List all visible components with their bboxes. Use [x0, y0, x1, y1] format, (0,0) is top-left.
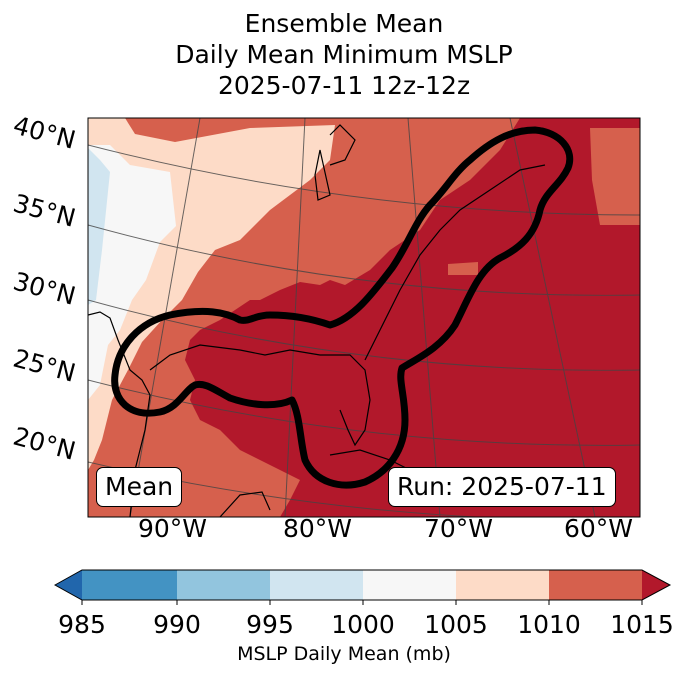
colorbar-tick-1005: 1005 — [424, 610, 488, 639]
colorbar-extend-high — [642, 570, 670, 600]
colorbar — [53, 569, 672, 605]
region-1010-1015-east — [590, 128, 640, 225]
chart-title: Ensemble Mean Daily Mean Minimum MSLP 20… — [0, 8, 688, 101]
colorbar-985-990 — [82, 570, 177, 600]
lon-label-80w: 80°W — [283, 514, 353, 543]
lon-label-90w: 90°W — [138, 514, 208, 543]
colorbar-1000-1005 — [363, 570, 456, 600]
region-1010-1015-patch — [448, 262, 478, 275]
map-area — [88, 118, 640, 517]
colorbar-tick-995: 995 — [246, 610, 294, 639]
lon-label-70w: 70°W — [424, 514, 494, 543]
colorbar-tick-990: 990 — [153, 610, 201, 639]
region-1000-1005 — [88, 145, 176, 400]
colorbar-1005-1010 — [456, 570, 549, 600]
region-995-1000 — [88, 148, 110, 305]
title-line-3: 2025-07-11 12z-12z — [217, 71, 471, 100]
colorbar-1010-1015 — [549, 570, 642, 600]
title-line-2: Daily Mean Minimum MSLP — [175, 40, 513, 69]
colorbar-label: MSLP Daily Mean (mb) — [237, 643, 451, 665]
run-label-box: Run: 2025-07-11 — [388, 467, 616, 507]
colorbar-tick-1010: 1010 — [517, 610, 581, 639]
colorbar-990-995 — [177, 570, 270, 600]
colorbar-extend-low — [55, 570, 82, 600]
title-line-1: Ensemble Mean — [244, 9, 444, 38]
mslp-contour-line — [111, 126, 574, 489]
colorbar-995-1000 — [270, 570, 363, 600]
map-frame — [87, 117, 641, 518]
colorbar-tick-1015: 1015 — [610, 610, 674, 639]
colorbar-tick-1000: 1000 — [331, 610, 395, 639]
colorbar-tick-985: 985 — [58, 610, 106, 639]
mean-label-box: Mean — [96, 467, 183, 507]
coastlines — [88, 124, 546, 517]
lon-label-60w: 60°W — [564, 514, 634, 543]
